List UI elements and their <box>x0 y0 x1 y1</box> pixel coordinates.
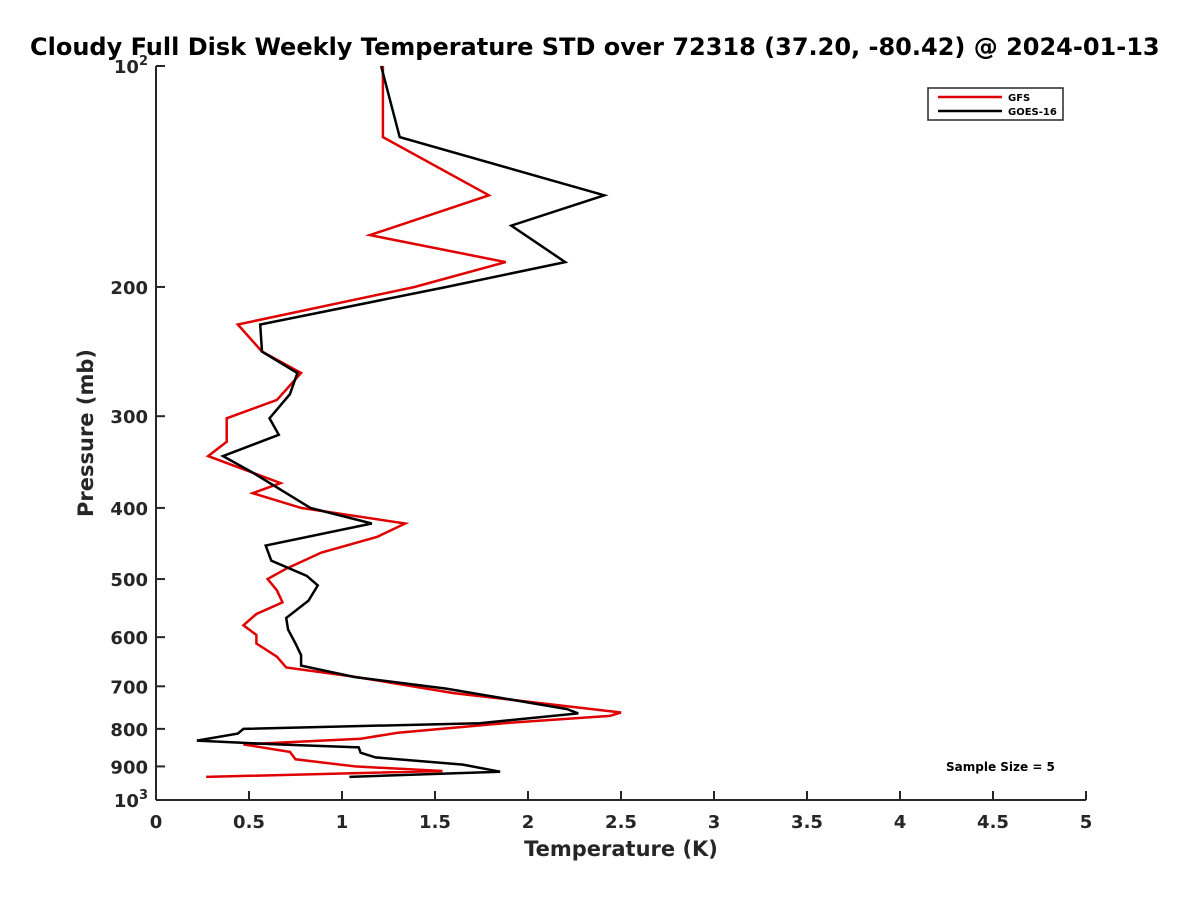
x-tick-label: 0 <box>150 812 163 833</box>
y-ticks: 102 200 300 400 500 600 700 800 900 103 <box>110 54 165 812</box>
legend-box <box>927 87 1064 121</box>
x-axis-label: Temperature (K) <box>524 837 718 861</box>
y-tick-label: 600 <box>110 628 148 649</box>
series-line-gfs <box>205 66 622 779</box>
x-ticks: 0 0.5 1 1.5 2 2.5 3 3.5 4 4.5 5 <box>150 791 1093 833</box>
x-tick-label: 3 <box>708 812 721 833</box>
legend: GFS GOES-16 <box>927 87 1064 121</box>
x-tick-label: 3.5 <box>791 812 823 833</box>
x-tick-label: 4 <box>894 812 907 833</box>
y-tick-label: 900 <box>110 757 148 778</box>
x-tick-label: 1 <box>336 812 349 833</box>
y-tick-label: 700 <box>110 677 148 698</box>
series-layer <box>196 65 622 779</box>
legend-label-gfs: GFS <box>1008 93 1030 104</box>
chart-title: Cloudy Full Disk Weekly Temperature STD … <box>30 33 1160 61</box>
y-tick-label: 103 <box>114 788 148 812</box>
x-tick-label: 4.5 <box>977 812 1009 833</box>
y-tick-label: 500 <box>110 570 148 591</box>
y-tick-label: 300 <box>110 407 148 428</box>
x-tick-label: 0.5 <box>233 812 265 833</box>
y-tick-label: 800 <box>110 720 148 741</box>
y-tick-label: 400 <box>110 499 148 520</box>
series-line-goes-16 <box>196 65 609 779</box>
sample-size-annotation: Sample Size = 5 <box>946 760 1055 774</box>
y-tick-label: 200 <box>110 278 148 299</box>
axes <box>155 66 1086 801</box>
y-tick-label: 102 <box>114 54 148 78</box>
legend-label-goes-16: GOES-16 <box>1008 107 1057 118</box>
x-tick-label: 1.5 <box>419 812 451 833</box>
x-tick-label: 2 <box>522 812 535 833</box>
x-tick-label: 5 <box>1080 812 1093 833</box>
x-tick-label: 2.5 <box>605 812 637 833</box>
y-axis-label: Pressure (mb) <box>74 349 98 517</box>
